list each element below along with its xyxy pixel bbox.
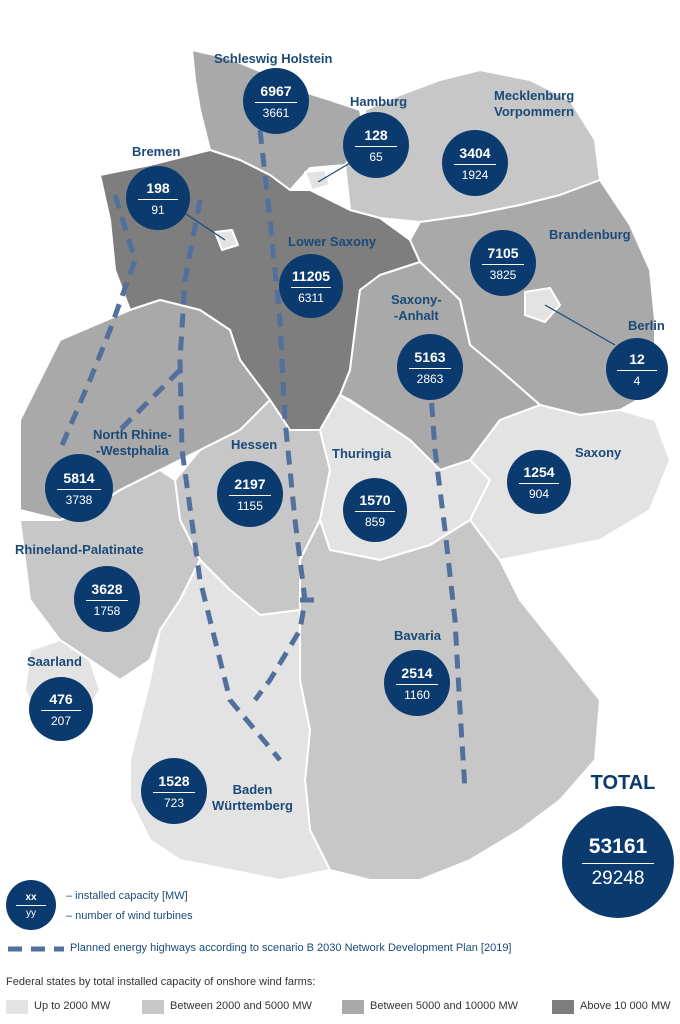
energy-highways <box>57 129 468 791</box>
state-shape-bremen <box>214 229 239 251</box>
turbine-count: 4 <box>633 373 641 388</box>
highway-line <box>57 194 138 451</box>
turbine-count: 3661 <box>262 105 290 120</box>
legend-category-label: Above 10 000 MW <box>580 1000 671 1012</box>
turbine-count: 1155 <box>237 498 263 513</box>
bubble-hamburg: 128 65 <box>343 112 409 178</box>
legend-category-label: Between 5000 and 10000 MW <box>370 1000 518 1012</box>
capacity-value: 6967 <box>260 82 292 99</box>
capacity-value: 476 <box>49 690 73 707</box>
capacity-value: 12 <box>629 350 645 367</box>
label-baden-wurttemberg: Baden Württemberg <box>212 782 293 813</box>
bubble-baden-wurttemberg: 1528 723 <box>141 758 207 824</box>
bubble-lower-saxony: 11205 6311 <box>279 254 343 318</box>
highway-line <box>253 129 308 702</box>
bubble-saxony-anhalt: 5163 2863 <box>397 334 463 400</box>
label-hessen: Hessen <box>231 437 278 452</box>
label-brandenburg: Brandenburg <box>549 227 631 242</box>
legend-bubble-bottom: yy <box>26 907 36 919</box>
bubble-saxony: 1254 904 <box>507 450 571 514</box>
label-mecklenburg-vorpommern: Mecklenburg Vorpommern <box>494 88 575 119</box>
legend-category-title: Federal states by total installed capaci… <box>6 976 316 988</box>
legend-highways-text: Planned energy highways according to sce… <box>70 942 512 954</box>
highway-line <box>177 199 282 762</box>
capacity-value: 5163 <box>414 348 446 365</box>
turbine-count: 904 <box>528 486 550 501</box>
label-lower-saxony: Lower Saxony <box>288 234 377 249</box>
capacity-value: 2197 <box>234 475 266 492</box>
turbine-count: 3825 <box>489 267 517 282</box>
turbine-count: 1160 <box>404 687 430 702</box>
label-rhineland-palatinate: Rhineland-Palatinate <box>15 542 144 557</box>
leader-line-berlin <box>544 304 616 346</box>
turbine-count: 859 <box>364 514 386 529</box>
bubble-mecklenburg-vorpommern: 3404 1924 <box>442 130 508 196</box>
turbine-count: 207 <box>50 713 72 728</box>
label-hamburg: Hamburg <box>350 94 408 109</box>
turbine-count: 1758 <box>93 603 121 618</box>
capacity-value: 3404 <box>459 144 491 161</box>
leader-line-bremen <box>179 209 226 241</box>
capacity-value: 198 <box>146 179 170 196</box>
label-north-rhine-westphalia: North Rhine- -Westphalia <box>93 427 172 458</box>
legend-turbines-text: – number of wind turbines <box>66 910 193 922</box>
state-shape-hamburg <box>304 169 331 191</box>
total-bubble: 53161 29248 <box>562 806 674 918</box>
capacity-value: 1254 <box>523 463 555 480</box>
turbine-count: 723 <box>163 795 185 810</box>
label-saxony-anhalt: Saxony- -Anhalt <box>391 292 442 323</box>
capacity-value: 5814 <box>63 469 95 486</box>
capacity-value: 128 <box>364 126 388 143</box>
highway-line <box>427 379 468 791</box>
capacity-value: 1570 <box>359 491 391 508</box>
bubble-brandenburg: 7105 3825 <box>470 230 536 296</box>
capacity-value: 2514 <box>401 664 433 681</box>
legend-bubble-top: xx <box>25 891 37 903</box>
capacity-value: 3628 <box>91 580 123 597</box>
bubble-bavaria: 2514 1160 <box>384 650 450 716</box>
legend-swatch-tier2 <box>142 1000 164 1014</box>
turbine-count: 1924 <box>461 167 489 182</box>
turbine-count: 2863 <box>416 371 444 386</box>
bubble-hessen: 2197 1155 <box>217 461 283 527</box>
total-turbines: 29248 <box>591 867 645 889</box>
turbine-count: 91 <box>151 202 165 217</box>
legend-highway-dash <box>8 946 64 952</box>
bubble-thuringia: 1570 859 <box>343 478 407 542</box>
legend-swatch-tier4 <box>552 1000 574 1014</box>
label-schleswig-holstein: Schleswig Holstein <box>214 51 333 66</box>
bubble-saarland: 476 207 <box>29 677 93 741</box>
bubble-schleswig-holstein: 6967 3661 <box>243 68 309 134</box>
bubble-berlin: 12 4 <box>606 338 668 400</box>
bubble-bremen: 198 91 <box>126 166 190 230</box>
turbine-count: 3738 <box>65 492 93 507</box>
legend-swatch-tier3 <box>342 1000 364 1014</box>
label-thuringia: Thuringia <box>332 446 392 461</box>
legend-capacity-text: – installed capacity [MW] <box>66 890 188 902</box>
highway-line <box>118 368 182 432</box>
capacity-value: 11205 <box>291 267 331 284</box>
total-title: TOTAL <box>590 772 656 794</box>
legend-category-label: Between 2000 and 5000 MW <box>170 1000 312 1012</box>
label-saarland: Saarland <box>27 654 82 669</box>
bubble-north-rhine-westphalia: 5814 3738 <box>45 454 113 522</box>
capacity-value: 1528 <box>158 772 190 789</box>
legend-bubble: xx yy <box>6 880 56 930</box>
bubble-rhineland-palatinate: 3628 1758 <box>74 566 140 632</box>
label-bavaria: Bavaria <box>394 628 441 643</box>
label-berlin: Berlin <box>628 318 665 333</box>
legend-category-label: Up to 2000 MW <box>34 1000 111 1012</box>
legend-swatch-tier1 <box>6 1000 28 1014</box>
turbine-count: 65 <box>369 149 383 164</box>
label-bremen: Bremen <box>132 144 181 159</box>
capacity-value: 7105 <box>487 244 519 261</box>
turbine-count: 6311 <box>298 290 324 305</box>
state-shape-berlin <box>524 287 561 323</box>
total-capacity: 53161 <box>588 834 648 858</box>
label-saxony: Saxony <box>575 445 622 460</box>
